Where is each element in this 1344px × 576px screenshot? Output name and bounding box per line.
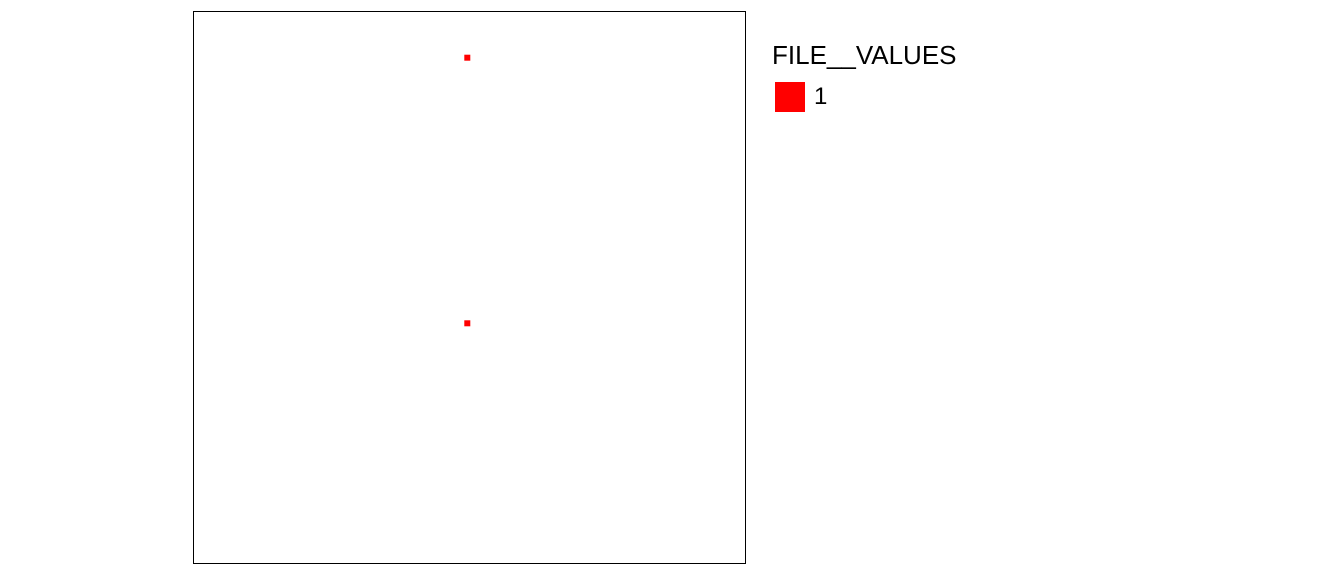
legend: FILE__VALUES 1 <box>772 40 957 112</box>
map-feature-2[interactable] <box>464 320 471 327</box>
legend-item-label: 1 <box>814 83 828 110</box>
map-canvas <box>464 54 471 327</box>
legend-title: FILE__VALUES <box>772 40 957 70</box>
map-feature-1[interactable] <box>464 54 471 61</box>
map-panel[interactable] <box>193 11 746 564</box>
legend-swatch <box>775 82 805 112</box>
legend-item: 1 <box>772 82 957 112</box>
